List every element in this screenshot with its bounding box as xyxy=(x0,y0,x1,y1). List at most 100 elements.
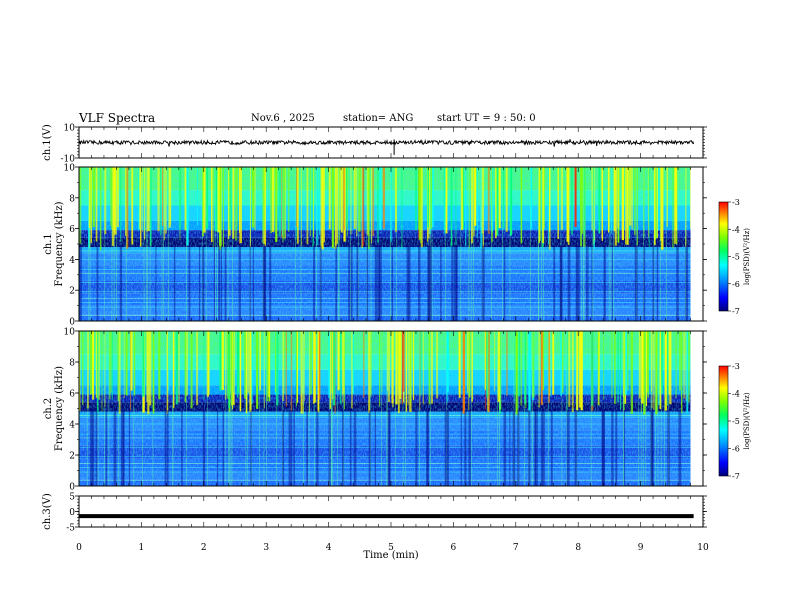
sferic-streak xyxy=(316,167,319,246)
sferic-streak xyxy=(361,167,364,249)
sferic-streak xyxy=(497,331,500,402)
sferic-streak xyxy=(342,331,345,395)
dark-stripe xyxy=(222,410,225,486)
dark-stripe xyxy=(348,245,351,321)
dark-stripe xyxy=(173,245,176,321)
colorbar-tick-label: -6 xyxy=(732,280,740,289)
sferic-streak xyxy=(125,331,128,396)
sferic-streak xyxy=(502,167,505,229)
sferic-streak xyxy=(146,331,148,402)
sferic-streak xyxy=(111,331,113,401)
sferic-streak xyxy=(420,331,422,397)
sferic-streak xyxy=(104,331,106,408)
dark-stripe xyxy=(652,245,655,321)
dark-stripe xyxy=(464,410,467,486)
sferic-streak xyxy=(244,331,246,399)
sferic-streak xyxy=(167,331,170,392)
sferic-streak xyxy=(422,331,424,405)
sferic-streak xyxy=(99,167,102,251)
sferic-streak xyxy=(92,331,94,400)
sferic-streak xyxy=(409,331,412,404)
sferic-streak xyxy=(351,331,353,409)
sferic-streak xyxy=(245,331,248,414)
sferic-streak xyxy=(661,331,663,394)
sferic-streak xyxy=(462,331,465,414)
sferic-streak xyxy=(638,331,641,399)
sferic-streak xyxy=(328,167,331,230)
sferic-streak xyxy=(547,167,549,245)
sferic-streak xyxy=(574,167,577,227)
colorbar-tick-label: -6 xyxy=(732,445,740,454)
sferic-streak xyxy=(538,167,541,244)
sferic-streak xyxy=(139,167,140,230)
sferic-streak xyxy=(288,167,290,232)
sferic-streak xyxy=(215,167,218,232)
sferic-streak xyxy=(358,167,361,232)
sferic-streak xyxy=(567,167,570,245)
sferic-streak xyxy=(95,331,98,398)
colorbar-tick-label: -7 xyxy=(732,472,740,481)
sferic-streak xyxy=(90,167,92,227)
station-label: station= ANG xyxy=(343,113,414,124)
sferic-streak xyxy=(570,167,573,235)
sferic-streak xyxy=(124,167,127,236)
dark-stripe xyxy=(353,410,357,486)
sferic-streak xyxy=(430,167,432,229)
sferic-streak xyxy=(118,331,121,415)
sferic-streak xyxy=(270,167,272,234)
sferic-streak xyxy=(548,167,551,250)
sferic-streak xyxy=(542,331,545,391)
sferic-streak xyxy=(584,167,586,237)
sferic-streak xyxy=(301,331,304,414)
dark-stripe xyxy=(542,410,545,486)
sferic-streak xyxy=(262,167,263,244)
dark-stripe xyxy=(313,245,315,321)
sferic-streak xyxy=(175,331,178,405)
sferic-streak xyxy=(542,167,545,244)
sferic-streak xyxy=(390,167,393,243)
sferic-streak xyxy=(609,167,610,230)
sferic-streak xyxy=(158,331,161,400)
sferic-streak xyxy=(87,331,89,409)
dark-stripe xyxy=(567,245,571,321)
dark-stripe xyxy=(188,245,191,321)
y-tick-label: 0 xyxy=(69,508,75,518)
sferic-streak xyxy=(343,167,345,231)
sferic-streak xyxy=(164,167,167,227)
sferic-streak xyxy=(239,167,240,233)
dark-stripe xyxy=(643,245,646,321)
sferic-streak xyxy=(297,167,299,244)
sferic-streak xyxy=(426,167,428,242)
sferic-streak xyxy=(285,331,287,407)
sferic-streak xyxy=(79,167,82,245)
sferic-streak xyxy=(203,167,206,233)
sferic-streak xyxy=(225,331,227,400)
sferic-streak xyxy=(444,167,446,235)
sferic-streak xyxy=(138,167,140,232)
dark-stripe xyxy=(553,245,556,321)
dark-stripe xyxy=(503,410,507,486)
sferic-streak xyxy=(184,167,187,231)
dark-stripe xyxy=(356,245,359,321)
sferic-streak xyxy=(666,331,669,406)
sferic-streak xyxy=(669,331,672,405)
sferic-streak xyxy=(566,167,569,242)
sferic-streak xyxy=(247,331,250,393)
sferic-streak xyxy=(603,331,605,400)
sferic-streak xyxy=(313,331,316,403)
sferic-streak xyxy=(661,167,664,250)
sferic-streak xyxy=(219,167,222,250)
sferic-streak xyxy=(101,331,103,412)
sferic-streak xyxy=(196,331,199,406)
sferic-streak xyxy=(532,331,535,398)
sferic-streak xyxy=(399,331,402,400)
dark-stripe xyxy=(427,245,430,321)
sferic-streak xyxy=(318,331,321,400)
panel-frame xyxy=(78,330,704,487)
y-axis-label: Frequency (kHz) xyxy=(54,201,65,286)
sferic-streak xyxy=(142,167,144,232)
dark-stripe xyxy=(262,245,266,321)
sferic-streak xyxy=(206,167,209,229)
y-tick-label: 10 xyxy=(64,328,76,338)
sferic-streak xyxy=(656,167,658,239)
